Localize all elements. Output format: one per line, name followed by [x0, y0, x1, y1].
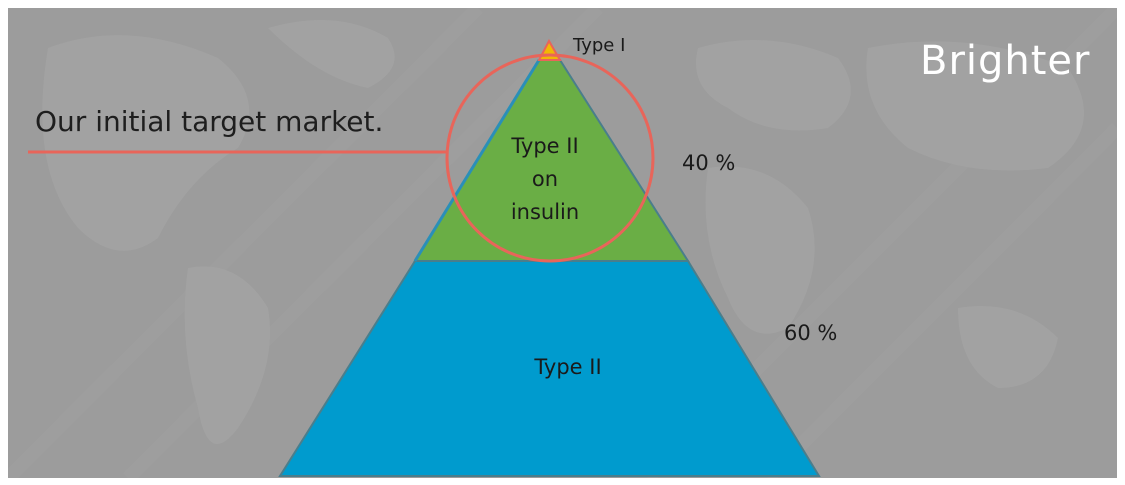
tier-label-type1: Type I: [573, 35, 626, 56]
tier-label-type2-insulin: Type II on insulin: [478, 130, 612, 229]
pyramid-tier-type1: [537, 38, 562, 61]
percent-label-type2-insulin: 40 %: [682, 151, 736, 175]
pyramid-diagram: [28, 38, 821, 477]
brand-logo: Brighter: [920, 38, 1091, 84]
callout-text: Our initial target market.: [35, 105, 384, 138]
pyramid-left-edge: [413, 59, 541, 262]
tier-label-type2: Type II: [534, 355, 602, 379]
tier-label-line: Type II: [511, 134, 579, 158]
slide: Brighter Our initial target market. Type…: [8, 8, 1117, 478]
percent-label-type2: 60 %: [784, 321, 838, 345]
tier-label-line: insulin: [510, 200, 580, 224]
target-market-circle: [445, 53, 655, 263]
tier-label-line: on: [531, 167, 559, 191]
